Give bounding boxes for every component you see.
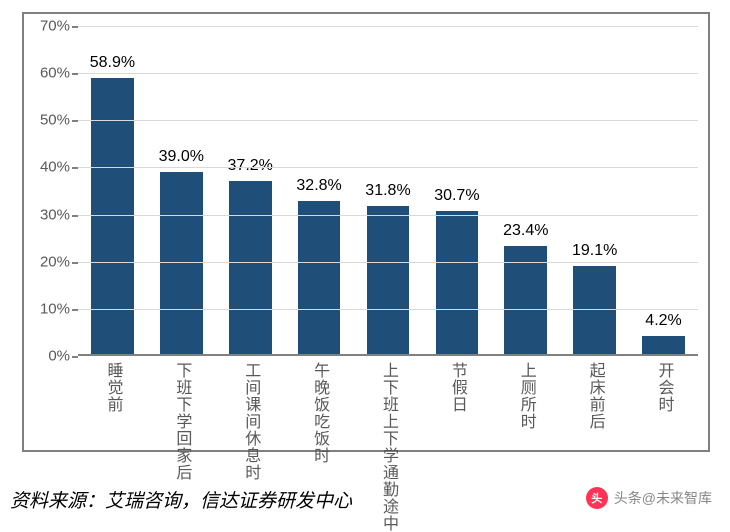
bar: 39.0% — [160, 172, 203, 356]
ytick-label: 20% — [40, 253, 78, 270]
footer-attribution: 头 头条@未来智库 — [586, 487, 712, 509]
x-label: 上厕所时 — [518, 362, 534, 430]
gridline — [78, 215, 698, 216]
gridline — [78, 73, 698, 74]
gridline — [78, 167, 698, 168]
bar: 30.7% — [436, 211, 479, 356]
gridline — [78, 26, 698, 27]
x-label: 上下班上下学通勤途中 — [380, 362, 396, 532]
ytick-label: 60% — [40, 65, 78, 82]
x-label: 睡觉前 — [104, 362, 120, 413]
x-label: 开会时 — [656, 362, 672, 413]
x-label: 工间课间休息时 — [242, 362, 258, 481]
ytick-label: 0% — [48, 348, 78, 365]
ytick-label: 40% — [40, 159, 78, 176]
x-label: 下班下学回家后 — [173, 362, 189, 481]
ytick-label: 30% — [40, 206, 78, 223]
gridline — [78, 120, 698, 121]
value-label: 58.9% — [90, 54, 135, 78]
source-text: 资料来源：艾瑞咨询，信达证券研发中心 — [10, 486, 352, 513]
x-label: 午晚饭吃饭时 — [311, 362, 327, 464]
value-label: 30.7% — [434, 187, 479, 211]
bar: 37.2% — [229, 181, 272, 356]
toutiao-logo-icon: 头 — [586, 487, 608, 509]
value-label: 37.2% — [228, 157, 273, 181]
value-label: 39.0% — [159, 148, 204, 172]
gridline — [78, 262, 698, 263]
plot-area: 58.9% 39.0% 37.2% 32.8% 31.8% 30.7% 23.4% 19.1%… — [78, 26, 698, 356]
ytick-label: 70% — [40, 18, 78, 35]
value-label: 32.8% — [296, 177, 341, 201]
bar-group: 58.9% 39.0% 37.2% 32.8% 31.8% 30.7% 23.4% 19.1%… — [78, 26, 698, 356]
value-label: 31.8% — [365, 182, 410, 206]
x-label: 起床前后 — [587, 362, 603, 430]
ytick-label: 50% — [40, 112, 78, 129]
x-label: 节假日 — [449, 362, 465, 413]
bar: 32.8% — [298, 201, 341, 356]
value-label: 4.2% — [645, 312, 681, 336]
x-axis-line — [78, 354, 698, 356]
value-label: 23.4% — [503, 222, 548, 246]
x-labels: 睡觉前下班下学回家后工间课间休息时午晚饭吃饭时上下班上下学通勤途中节假日上厕所时… — [78, 362, 698, 462]
footer-text: 头条@未来智库 — [614, 488, 712, 508]
bar: 31.8% — [367, 206, 410, 356]
bar: 19.1% — [573, 266, 616, 356]
chart-border: 58.9% 39.0% 37.2% 32.8% 31.8% 30.7% 23.4% 19.1%… — [22, 12, 710, 452]
ytick-label: 10% — [40, 300, 78, 317]
gridline — [78, 309, 698, 310]
